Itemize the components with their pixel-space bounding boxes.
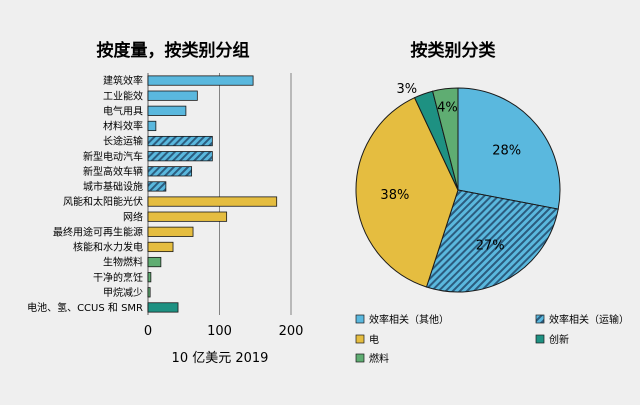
bar-category-labels: 建筑效率工业能效电气用具材料效率长途运输新型电动汽车新型高效车辆城市基础设施风能… xyxy=(27,74,143,314)
bar-x-axis-label: 10 亿美元 2019 xyxy=(172,351,269,366)
bar xyxy=(147,226,194,237)
legend-label: 燃料 xyxy=(369,352,389,365)
bar-category-label: 最终用途可再生能源 xyxy=(53,225,143,238)
bar-category-label: 工业能效 xyxy=(103,89,143,102)
bar xyxy=(147,105,187,116)
bar-category-label: 甲烷减少 xyxy=(103,286,143,299)
bar-category-label: 新型高效车辆 xyxy=(83,165,143,178)
bar-category-label: 城市基础设施 xyxy=(83,180,143,193)
bar xyxy=(147,287,151,298)
bar xyxy=(147,120,157,132)
pie-slice xyxy=(457,87,561,210)
bar xyxy=(147,90,198,101)
legend-swatch xyxy=(355,353,365,363)
bar-series xyxy=(147,75,278,313)
bar-category-label: 电气用具 xyxy=(103,104,143,117)
pie-slice-label: 38% xyxy=(380,188,409,203)
pie-slice-label: 3% xyxy=(397,82,418,97)
bar xyxy=(147,135,213,147)
bar-category-label: 核能和水力发电 xyxy=(73,241,143,254)
bar-category-label: 长途运输 xyxy=(103,135,143,148)
bar xyxy=(147,196,278,207)
pie-slice xyxy=(355,97,459,288)
bar-chart-title: 按度量，按类别分组 xyxy=(97,40,250,61)
bar xyxy=(147,302,179,313)
bar-category-label: 干净的烹饪 xyxy=(93,271,143,284)
legend-label: 创新 xyxy=(549,333,569,346)
pie-slice xyxy=(432,87,459,191)
bar-category-label: 电池、氢、CCUS 和 SMR xyxy=(27,301,143,314)
bar-category-label: 新型电动汽车 xyxy=(83,150,143,163)
legend-label: 效率相关（运输） xyxy=(549,313,629,326)
bar-category-label: 建筑效率 xyxy=(103,74,143,87)
bar xyxy=(147,166,193,177)
bar-category-label: 网络 xyxy=(123,210,143,223)
pie-chart-title: 按类别分类 xyxy=(411,40,497,61)
bar xyxy=(147,256,162,268)
legend-label: 效率相关（其他） xyxy=(369,313,449,326)
bar xyxy=(147,211,228,222)
legend-label: 电 xyxy=(369,333,379,346)
legend-swatch xyxy=(355,334,365,344)
bar-x-tick-label: 100 xyxy=(207,324,232,339)
bar-x-ticks: 0 100 200 xyxy=(144,324,304,339)
bar xyxy=(147,151,213,162)
bar xyxy=(147,181,167,192)
bar-x-tick-label: 0 xyxy=(144,324,152,339)
bar-x-tick-label: 200 xyxy=(279,324,304,339)
pie-slices xyxy=(355,87,561,293)
legend-swatch xyxy=(535,334,545,344)
pie-slice-label: 28% xyxy=(492,144,521,159)
bar-category-label: 材料效率 xyxy=(103,120,143,133)
pie-slice-label: 4% xyxy=(437,101,458,116)
bar xyxy=(147,272,152,283)
legend-swatch xyxy=(355,314,365,324)
bar-category-label: 生物燃料 xyxy=(103,256,143,269)
legend-swatch xyxy=(535,314,545,324)
bar-category-label: 风能和太阳能光伏 xyxy=(63,195,143,208)
pie-slice-label: 27% xyxy=(476,238,505,253)
bar xyxy=(147,75,254,86)
pie-data-labels: 28% 27% 38% 3% 4% xyxy=(380,82,521,253)
pie-slice xyxy=(425,189,559,293)
bar xyxy=(147,241,174,253)
